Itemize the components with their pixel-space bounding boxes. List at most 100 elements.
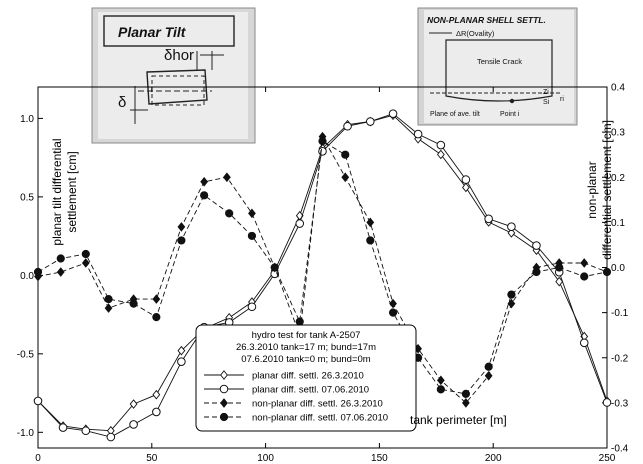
data-point [484,370,493,381]
series-layer [33,109,612,442]
data-point [200,191,209,200]
delta-hor-label: δhor [164,47,194,64]
left-axis-label-line1: planar tilt differential [50,138,64,245]
data-point [580,272,589,281]
sketch-title: Planar Tilt [118,24,187,40]
data-point [507,290,516,299]
x-tick-label: 50 [146,453,158,464]
data-point [436,140,446,150]
data-point [129,399,138,409]
data-point [341,150,350,159]
data-point [413,129,423,139]
legend-swatch-marker [220,370,228,380]
x-axis-label: tank perimeter [m] [410,413,507,427]
data-point [270,263,279,272]
x-tick-label: 100 [257,453,274,464]
legend-entry: non-planar diff. settl. 07.06.2010 [252,413,388,424]
data-point [104,303,113,313]
right-tick-label: 0.1 [611,218,625,229]
data-point [388,308,398,317]
right-tick-label: -0.4 [611,444,629,455]
planar-tilt-sketch: Planar Tilt δhor δ [91,7,256,144]
data-point [436,375,445,386]
tank-tilted-outline [146,69,208,105]
data-point [555,263,564,272]
si-label: Si [543,99,550,106]
zi-label: Zi [543,89,549,96]
x-tick-label: 0 [35,453,41,464]
right-tick-label: 0.2 [611,173,625,184]
legend-swatch-marker [220,398,228,408]
data-point [177,345,186,356]
sketch-title: NON-PLANAR SHELL SETTL. [427,15,546,25]
data-point [81,258,90,268]
shell-outline [445,39,553,102]
data-point [389,298,397,309]
series-4 [33,137,612,398]
non-planar-settlement-sketch: NON-PLANAR SHELL SETTL. ΔR(Ovality) Tensil… [417,7,578,126]
data-point [106,432,116,442]
data-point [507,228,516,238]
left-tick-label: -1.0 [17,428,35,439]
sketch-title-box [103,15,235,47]
left-tick-label: 0.0 [20,271,34,282]
series-2 [33,109,612,442]
sketch-paper [424,10,574,123]
point-label: Point i [500,111,520,118]
plane-label: Plane of ave. tilt [430,111,480,118]
data-point [152,313,161,322]
data-point [33,267,43,277]
data-point [507,298,516,309]
data-point [248,208,256,219]
x-tick-label: 250 [599,453,616,464]
data-point [366,217,375,228]
data-point [579,338,589,348]
left-tick-label: 0.5 [20,192,34,203]
right-axis: -0.4 -0.3 -0.2 -0.1 0.0 0.1 0.2 0.3 0.4 [602,83,629,455]
right-tick-label: 0.0 [611,263,625,274]
data-point [484,214,493,224]
data-point [580,258,589,268]
data-point [343,121,352,131]
data-point [532,241,541,250]
data-point [152,294,161,304]
data-point [388,109,398,118]
data-point [532,267,541,277]
data-point [295,317,304,326]
data-point [484,362,493,371]
x-axis: 0 50 100 150 200 250 [35,87,616,464]
legend-title-line: 07.6.2010 tank=0 m; bund=0m [241,354,370,365]
data-point [318,147,327,156]
legend-title-line: 26.3.2010 tank=17 m; bund=17m [236,342,376,353]
legend-entry: planar diff. settl. 07.06.2010 [252,385,369,396]
ri-label: ri [560,96,564,103]
right-tick-label: 0.3 [611,128,625,139]
left-tick-label: -0.5 [17,349,35,360]
data-point [365,117,375,126]
right-tick-label: -0.2 [611,353,629,364]
data-point [200,176,209,187]
data-point [436,149,445,160]
data-point [247,302,257,312]
delta-label: δ [118,94,126,111]
data-point [56,254,65,263]
right-axis-label-line2: differential settlement [cm] [600,120,614,260]
x-tick-label: 200 [485,453,502,464]
data-point [602,398,612,407]
data-point [602,267,612,277]
data-point [81,426,91,436]
right-axis-label-line1: non-planar [585,161,599,218]
data-point [56,267,65,277]
data-point [225,209,234,218]
data-point [247,231,257,241]
data-point [555,276,564,287]
data-point [177,236,186,245]
data-point [462,182,470,193]
right-tick-label: 0.4 [611,83,625,94]
legend-title-line: hydro test for tank A-2507 [252,330,361,341]
left-axis-label-line2: settlement [cm] [65,151,79,232]
data-point [152,389,161,400]
left-tick-label: 1.0 [20,114,34,125]
